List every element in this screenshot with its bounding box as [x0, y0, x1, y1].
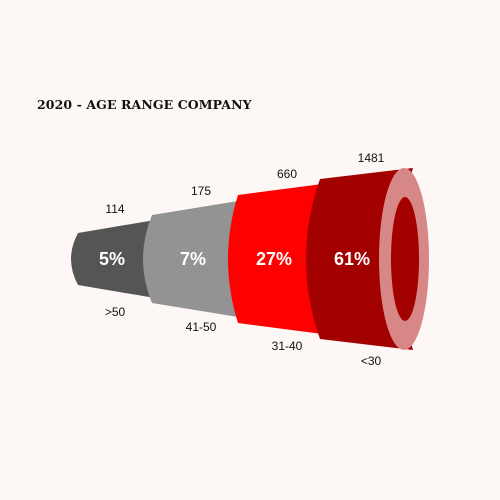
value-label: 175 [191, 184, 211, 198]
category-label: 31-40 [272, 339, 303, 353]
category-label: 41-50 [186, 320, 217, 334]
funnel-ring-inner [391, 197, 419, 321]
funnel-segment-1 [71, 220, 155, 298]
funnel-segments [71, 168, 429, 350]
funnel-segment-3 [228, 183, 330, 335]
value-label: 660 [277, 167, 297, 181]
value-label: 1481 [358, 151, 385, 165]
category-label: >50 [105, 305, 126, 319]
category-label: <30 [361, 354, 382, 368]
percent-label: 27% [256, 249, 292, 269]
percent-label: 7% [180, 249, 206, 269]
chart-title: 2020 - AGE RANGE COMPANY [37, 97, 252, 112]
funnel-segment-2 [143, 201, 238, 317]
funnel-labels: 5% 114 >50 7% 175 41-50 27% 660 31-40 61% 1481 <30 [99, 151, 385, 368]
percent-label: 5% [99, 249, 125, 269]
value-label: 114 [105, 202, 124, 216]
percent-label: 61% [334, 249, 370, 269]
